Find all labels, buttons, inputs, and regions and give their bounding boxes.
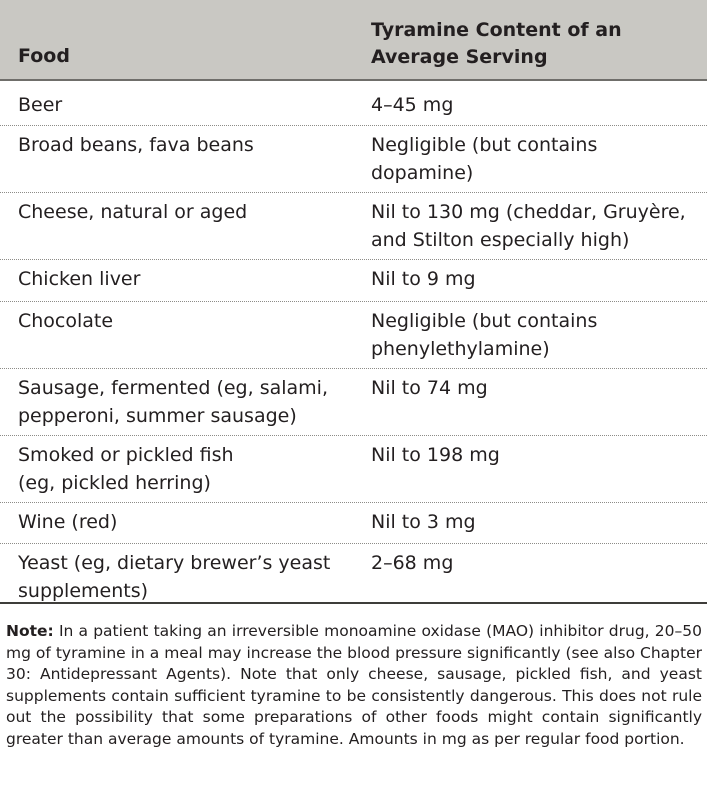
row-separator: [0, 301, 707, 302]
tyramine-line: Nil to 130 mg (cheddar, Gruyère,: [371, 201, 686, 223]
row-separator: [0, 368, 707, 369]
tyramine-line: 4–45 mg: [371, 94, 454, 116]
tyramine-line: 2–68 mg: [371, 552, 454, 574]
tyramine-cell: Nil to 9 mg: [371, 265, 701, 293]
note-label: Note:: [6, 622, 54, 640]
tyramine-line: phenylethylamine): [371, 338, 550, 360]
food-line: Smoked or pickled fish: [18, 444, 234, 466]
row-separator: [0, 125, 707, 126]
tyramine-cell: 2–68 mg: [371, 549, 701, 577]
food-cell: Wine (red): [18, 508, 358, 536]
tyramine-line: dopamine): [371, 162, 474, 184]
food-cell: Beer: [18, 91, 358, 119]
food-line: Chocolate: [18, 310, 114, 332]
table-header: Food Tyramine Content of an Average Serv…: [0, 0, 707, 81]
table-note: Note: In a patient taking an irreversibl…: [6, 621, 702, 751]
table-row: Broad beans, fava beans Negligible (but c…: [0, 125, 707, 192]
row-separator: [0, 502, 707, 503]
food-line: Beer: [18, 94, 63, 116]
table-row: Chocolate Negligible (but contains phenyle…: [0, 301, 707, 368]
food-cell: Smoked or pickled fish (eg, pickled herri…: [18, 441, 358, 497]
food-line: Chicken liver: [18, 268, 141, 290]
tyramine-cell: Nil to 74 mg: [371, 374, 701, 402]
row-separator: [0, 259, 707, 260]
food-cell: Cheese, natural or aged: [18, 198, 358, 226]
header-food: Food: [18, 45, 70, 67]
tyramine-line: Negligible (but contains: [371, 134, 598, 156]
table-row: Sausage, fermented (eg, salami, pepperoni…: [0, 368, 707, 435]
food-line: pepperoni, summer sausage): [18, 405, 297, 427]
food-cell: Yeast (eg, dietary brewer’s yeast supplem…: [18, 549, 358, 605]
tyramine-cell: Nil to 3 mg: [371, 508, 701, 536]
tyramine-line: Nil to 198 mg: [371, 444, 500, 466]
header-tyramine-line1: Tyramine Content of an: [371, 19, 622, 41]
tyramine-cell: 4–45 mg: [371, 91, 701, 119]
food-cell: Chicken liver: [18, 265, 358, 293]
food-line: Broad beans, fava beans: [18, 134, 254, 156]
food-line: supplements): [18, 580, 149, 602]
tyramine-line: Negligible (but contains: [371, 310, 598, 332]
tyramine-line: Nil to 9 mg: [371, 268, 476, 290]
tyramine-cell: Negligible (but contains dopamine): [371, 131, 701, 187]
tyramine-cell: Nil to 198 mg: [371, 441, 701, 469]
tyramine-line: Nil to 74 mg: [371, 377, 488, 399]
food-cell: Sausage, fermented (eg, salami, pepperoni…: [18, 374, 358, 430]
food-line: Wine (red): [18, 511, 118, 533]
food-line: (eg, pickled herring): [18, 472, 211, 494]
food-cell: Broad beans, fava beans: [18, 131, 358, 159]
tyramine-cell: Negligible (but contains phenylethylamine…: [371, 307, 701, 363]
tyramine-line: Nil to 3 mg: [371, 511, 476, 533]
tyramine-line: and Stilton especially high): [371, 229, 630, 251]
table-row: Chicken liver Nil to 9 mg: [0, 259, 707, 301]
table-row: Cheese, natural or aged Nil to 130 mg (ch…: [0, 192, 707, 259]
header-tyramine-content: Tyramine Content of an Average Serving: [371, 17, 691, 71]
tyramine-cell: Nil to 130 mg (cheddar, Gruyère, and Stil…: [371, 198, 701, 254]
food-line: Yeast (eg, dietary brewer’s yeast: [18, 552, 331, 574]
header-tyramine-line2: Average Serving: [371, 46, 548, 68]
table-bottom-rule: [0, 602, 707, 604]
food-cell: Chocolate: [18, 307, 358, 335]
note-text: In a patient taking an irreversible mono…: [6, 622, 702, 748]
food-line: Sausage, fermented (eg, salami,: [18, 377, 328, 399]
table-row: Beer 4–45 mg: [0, 85, 707, 125]
row-separator: [0, 543, 707, 544]
food-line: Cheese, natural or aged: [18, 201, 248, 223]
row-separator: [0, 435, 707, 436]
table-row: Smoked or pickled fish (eg, pickled herri…: [0, 435, 707, 502]
table-row: Yeast (eg, dietary brewer’s yeast supplem…: [0, 543, 707, 603]
row-separator: [0, 192, 707, 193]
table-row: Wine (red) Nil to 3 mg: [0, 502, 707, 543]
